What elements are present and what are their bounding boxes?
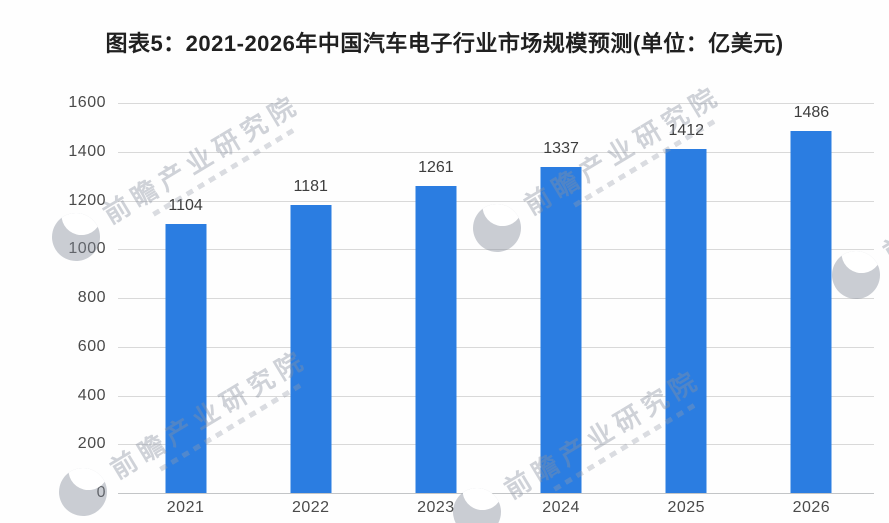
y-tick-label-800: 800	[77, 289, 106, 306]
y-tick-label-1000: 1000	[68, 240, 106, 258]
x-tick-label-2022: 2022	[291, 499, 330, 516]
x-tick-label-2023: 2023	[417, 499, 455, 516]
bar-2021	[165, 223, 207, 493]
bar-2026	[790, 130, 832, 493]
y-tick-label-600: 600	[77, 337, 106, 355]
y-tick-label-400: 400	[77, 386, 106, 404]
bar-slot-2021: 1104	[123, 103, 248, 493]
bar-slot-2024: 1337	[499, 103, 624, 493]
gridline-600	[118, 346, 874, 348]
plot-area: 1104 1181 1261 1337 1412 1486	[118, 103, 874, 494]
bar-slot-2023: 1261	[373, 103, 498, 493]
x-axis: 2021 2022 2023 2024 2025 2026	[123, 499, 874, 523]
gridline-400	[118, 395, 874, 397]
bar-value-label-2026: 1486	[793, 103, 830, 121]
bar-slot-2026: 1486	[749, 103, 874, 493]
bar-slot-2025: 1412	[624, 103, 749, 493]
y-tick-label-1600: 1600	[68, 94, 106, 111]
chart-title: 图表5：2021-2026年中国汽车电子行业市场规模预测(单位：亿美元)	[105, 31, 784, 56]
y-tick-label-1200: 1200	[68, 191, 106, 209]
bar-2022	[290, 205, 332, 493]
bar-2023	[415, 185, 457, 493]
bar-value-label-2024: 1337	[543, 140, 579, 158]
gridline-200	[118, 444, 874, 446]
watermark-text: 前瞻产业研究院	[877, 126, 889, 268]
gridline-1200	[118, 200, 874, 202]
x-tick-label-2025: 2025	[667, 499, 706, 516]
bar-value-label-2025: 1412	[668, 121, 705, 139]
gridline-1400	[118, 151, 874, 153]
bar-2024	[540, 167, 582, 493]
bar-value-label-2022: 1181	[293, 178, 328, 196]
gridline-1000	[118, 249, 874, 251]
y-tick-label-200: 200	[77, 435, 106, 453]
bar-2025	[665, 148, 707, 493]
bar-slot-2022: 1181	[248, 103, 373, 493]
x-tick-label-2024: 2024	[542, 499, 580, 516]
x-tick-label-2026: 2026	[792, 499, 831, 516]
bar-value-label-2023: 1261	[418, 158, 454, 176]
y-tick-label-1400: 1400	[68, 142, 106, 160]
gridline-800	[118, 298, 874, 299]
gridline-0	[118, 493, 874, 494]
gridline-1600	[118, 103, 874, 104]
y-tick-label-0: 0	[96, 484, 106, 501]
x-tick-label-2021: 2021	[166, 499, 205, 516]
y-axis: 0 200 400 600 800 1000 1200 1400 1600	[0, 94, 106, 501]
bar-value-label-2021: 1104	[168, 196, 203, 214]
